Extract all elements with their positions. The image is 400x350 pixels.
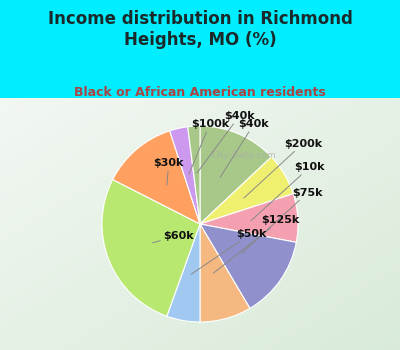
Wedge shape xyxy=(188,126,200,224)
Wedge shape xyxy=(113,131,200,224)
Wedge shape xyxy=(170,127,200,224)
Wedge shape xyxy=(200,126,272,224)
Text: $30k: $30k xyxy=(154,158,184,185)
Text: Black or African American residents: Black or African American residents xyxy=(74,86,326,99)
Text: $200k: $200k xyxy=(244,139,322,198)
Text: $40k: $40k xyxy=(197,111,254,173)
Wedge shape xyxy=(200,224,250,322)
Wedge shape xyxy=(200,224,296,308)
Text: Income distribution in Richmond
Heights, MO (%): Income distribution in Richmond Heights,… xyxy=(48,10,352,49)
Wedge shape xyxy=(200,194,298,242)
Text: $100k: $100k xyxy=(189,119,229,174)
Text: $40k: $40k xyxy=(220,119,269,177)
Text: $125k: $125k xyxy=(214,215,300,273)
Text: $10k: $10k xyxy=(251,162,325,221)
Wedge shape xyxy=(167,224,200,322)
Wedge shape xyxy=(102,180,200,316)
Text: $60k: $60k xyxy=(153,231,194,243)
Wedge shape xyxy=(200,157,293,224)
Text: $50k: $50k xyxy=(191,229,266,274)
Text: $75k: $75k xyxy=(242,188,323,253)
Text: City-Data.com: City-Data.com xyxy=(212,151,276,160)
